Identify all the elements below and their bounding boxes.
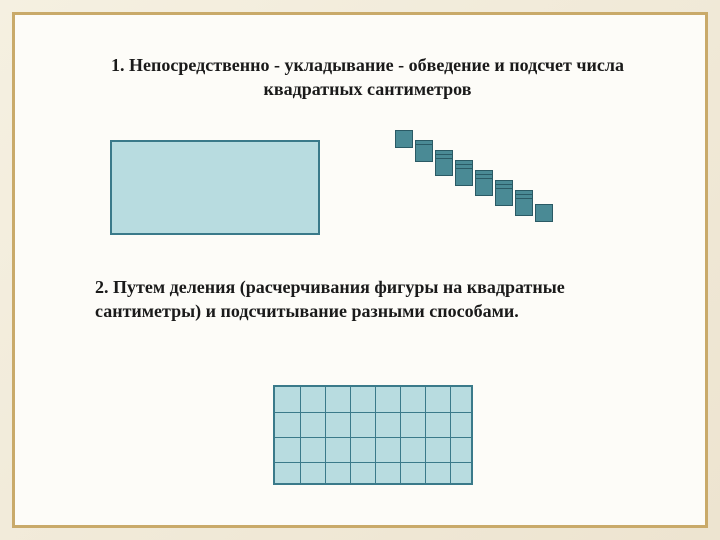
small-square: [435, 158, 453, 176]
grid-rectangle: [273, 385, 473, 485]
grid-line-horizontal: [275, 437, 471, 438]
grid-line-vertical: [375, 387, 376, 483]
small-square: [495, 188, 513, 206]
small-square: [455, 168, 473, 186]
large-rectangle: [110, 140, 320, 235]
grid-line-vertical: [425, 387, 426, 483]
grid-line-vertical: [300, 387, 301, 483]
grid-line-horizontal: [275, 412, 471, 413]
small-square: [395, 130, 413, 148]
diagonal-squares-group: [395, 130, 615, 230]
small-square: [535, 204, 553, 222]
small-square: [475, 178, 493, 196]
small-square: [415, 144, 433, 162]
grid-line-horizontal: [275, 462, 471, 463]
small-square: [515, 198, 533, 216]
grid-line-vertical: [325, 387, 326, 483]
heading-2: 2. Путем деления (расчерчивания фигуры н…: [95, 275, 625, 324]
grid-line-vertical: [400, 387, 401, 483]
grid-line-vertical: [350, 387, 351, 483]
grid-line-vertical: [450, 387, 451, 483]
heading-1: 1. Непосредственно - укладывание - обвед…: [110, 53, 625, 102]
slide-frame: 1. Непосредственно - укладывание - обвед…: [12, 12, 708, 528]
